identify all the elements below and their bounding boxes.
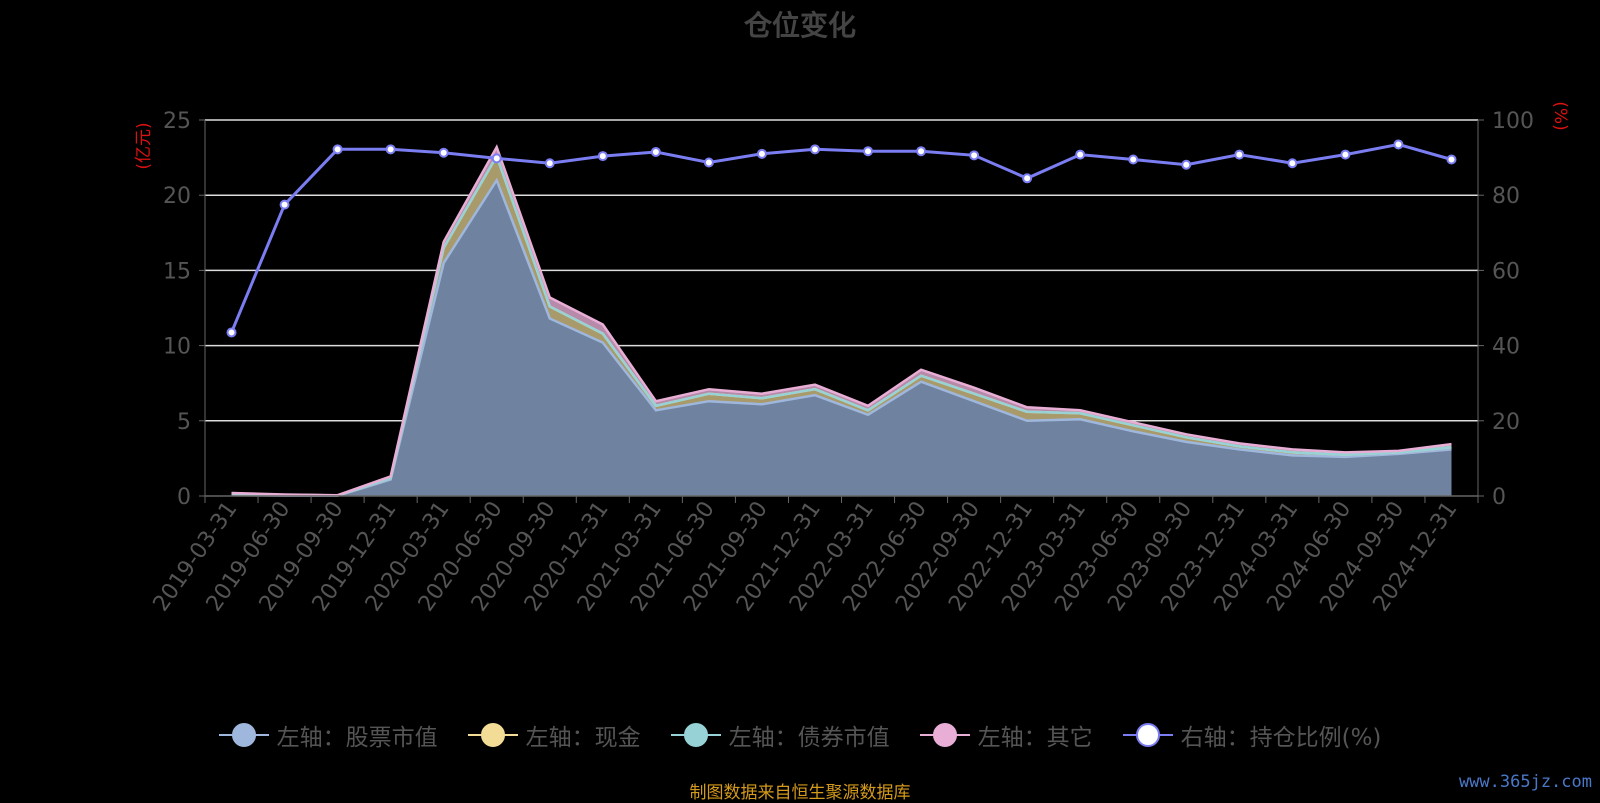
- ratio-point: [1340, 149, 1351, 160]
- legend-label: 左轴：股票市值: [276, 725, 438, 751]
- stacked-areas: [231, 147, 1452, 496]
- y-right-tick-label: 80: [1492, 184, 1520, 209]
- ratio-point: [544, 158, 555, 169]
- grid-lines: [205, 119, 1478, 422]
- line-左轴：其它: [231, 144, 1452, 497]
- y-left-tick-label: 5: [177, 410, 191, 435]
- legend-marker-icon: [670, 723, 721, 747]
- ratio-point: [491, 153, 502, 164]
- y-right-tick-label: 20: [1492, 410, 1520, 435]
- y-right-tick-label: 100: [1492, 109, 1534, 134]
- ratio-point: [332, 144, 343, 155]
- ratio-point: [1181, 159, 1192, 170]
- legend-label: 左轴：其它: [977, 725, 1093, 751]
- ratio-point: [969, 150, 980, 161]
- ratio-point: [650, 146, 661, 157]
- ratio-point: [1234, 149, 1245, 160]
- y-left-tick-label: 10: [163, 335, 191, 360]
- ratio-point: [226, 327, 237, 338]
- ratio-point: [438, 147, 449, 158]
- legend: 左轴：股票市值 左轴：现金 左轴：债券市值 左轴：其它 右轴：持仓比例(%): [0, 718, 1600, 752]
- y-left-tick-label: 25: [163, 109, 191, 134]
- source-note: 制图数据来自恒生聚源数据库: [689, 783, 911, 803]
- y-right-tick-label: 40: [1492, 335, 1520, 360]
- ratio-point: [916, 146, 927, 157]
- legend-item[interactable]: 左轴：其它: [919, 718, 1093, 752]
- ratio-point: [756, 148, 767, 159]
- legend-item[interactable]: 左轴：股票市值: [218, 718, 438, 752]
- legend-item[interactable]: 左轴：债券市值: [670, 718, 890, 752]
- legend-label: 左轴：债券市值: [728, 725, 890, 751]
- legend-label: 左轴：现金: [525, 725, 641, 751]
- ratio-point: [1446, 154, 1457, 165]
- y-left-tick-label: 0: [177, 485, 191, 510]
- legend-marker-icon: [919, 723, 970, 747]
- ratio-point: [1287, 158, 1298, 169]
- legend-marker-icon: [218, 723, 269, 747]
- ratio-point: [1128, 154, 1139, 165]
- line-ratio: [230, 142, 1452, 333]
- y-axis-right-label: (%): [1550, 101, 1570, 130]
- y-right-tick-label: 60: [1492, 259, 1520, 284]
- legend-marker-icon: [467, 723, 518, 747]
- watermark: www.365jz.com: [1458, 772, 1592, 792]
- y-axis-left-label: (亿元): [134, 122, 154, 169]
- legend-marker-icon: [1122, 723, 1173, 747]
- legend-item[interactable]: 右轴：持仓比例(%): [1122, 718, 1382, 752]
- ratio-point: [1393, 139, 1404, 150]
- y-right-tick-label: 0: [1492, 485, 1506, 510]
- legend-label: 右轴：持仓比例(%): [1180, 725, 1382, 751]
- y-left-tick-label: 15: [163, 259, 191, 284]
- ratio-point: [279, 199, 290, 210]
- ratio-point: [597, 151, 608, 162]
- ratio-point: [863, 146, 874, 157]
- ratio-point: [1022, 173, 1033, 184]
- ratio-point: [1075, 149, 1086, 160]
- ratio-point: [385, 144, 396, 155]
- axes: 05101520250204060801002019-03-312019-06-…: [149, 109, 1534, 616]
- y-left-tick-label: 20: [163, 184, 191, 209]
- ratio-point: [703, 157, 714, 168]
- legend-item[interactable]: 左轴：现金: [467, 718, 641, 752]
- chart-title: 仓位变化: [743, 9, 856, 42]
- ratio-point: [809, 144, 820, 155]
- area-左轴：股票市值: [231, 180, 1452, 496]
- series-lines: [226, 139, 1457, 498]
- line-左轴：股票市值: [231, 177, 1452, 498]
